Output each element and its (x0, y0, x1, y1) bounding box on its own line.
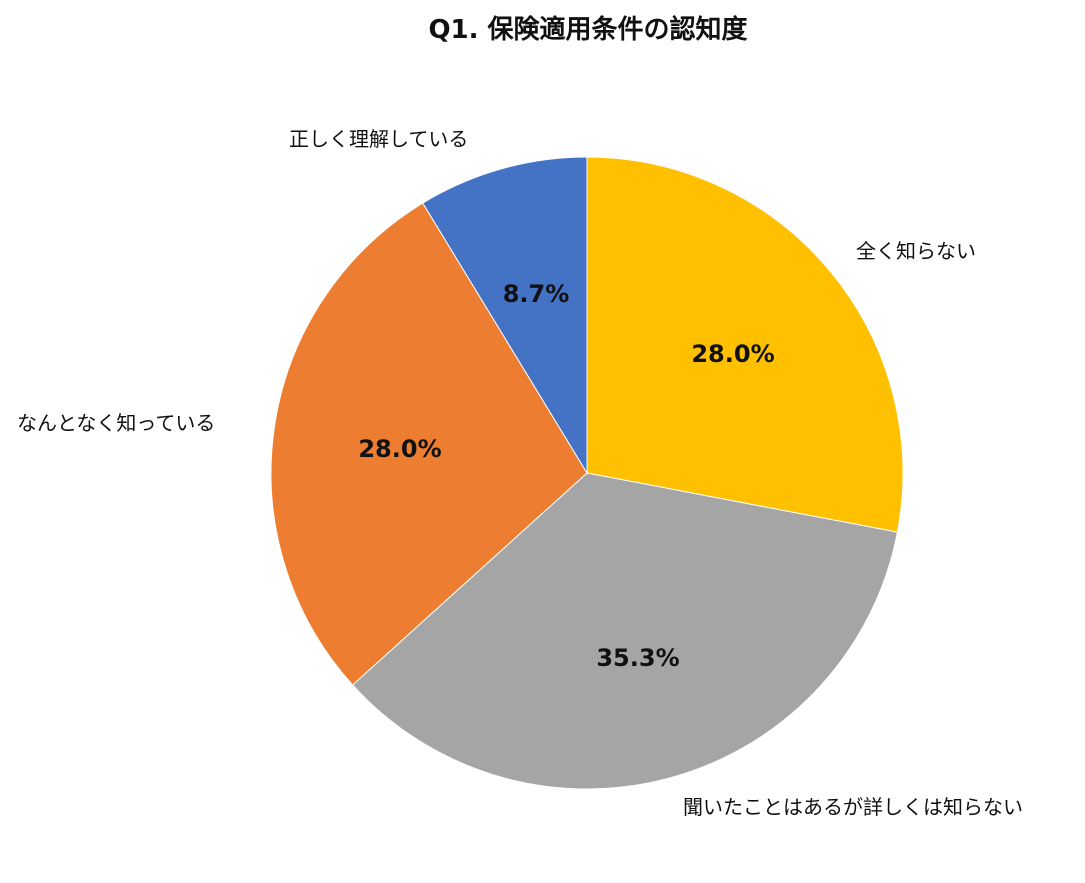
pie-slice-1 (586, 156, 904, 533)
slice-value-label-1: 28.0% (691, 340, 774, 368)
slice-value-label-4: 8.7% (503, 280, 570, 308)
slices-layer (270, 156, 904, 790)
pie-slice-2 (351, 472, 898, 790)
pie-slice-3 (270, 202, 588, 686)
slice-value-label-2: 35.3% (596, 644, 679, 672)
pie-slice-4 (422, 156, 588, 475)
slice-category-label-4: 正しく理解している (289, 127, 468, 151)
slice-category-label-1: 全く知らない (856, 239, 976, 263)
slice-category-label-2: 聞いたことはあるが詳しくは知らない (683, 795, 1023, 819)
slice-category-label-3: なんとなく知っている (17, 411, 215, 435)
value-labels-layer: 28.0% 35.3% 28.0% 8.7% (358, 280, 774, 672)
chart-title: Q1. 保険適用条件の認知度 (428, 14, 747, 45)
slice-value-label-3: 28.0% (358, 435, 441, 463)
